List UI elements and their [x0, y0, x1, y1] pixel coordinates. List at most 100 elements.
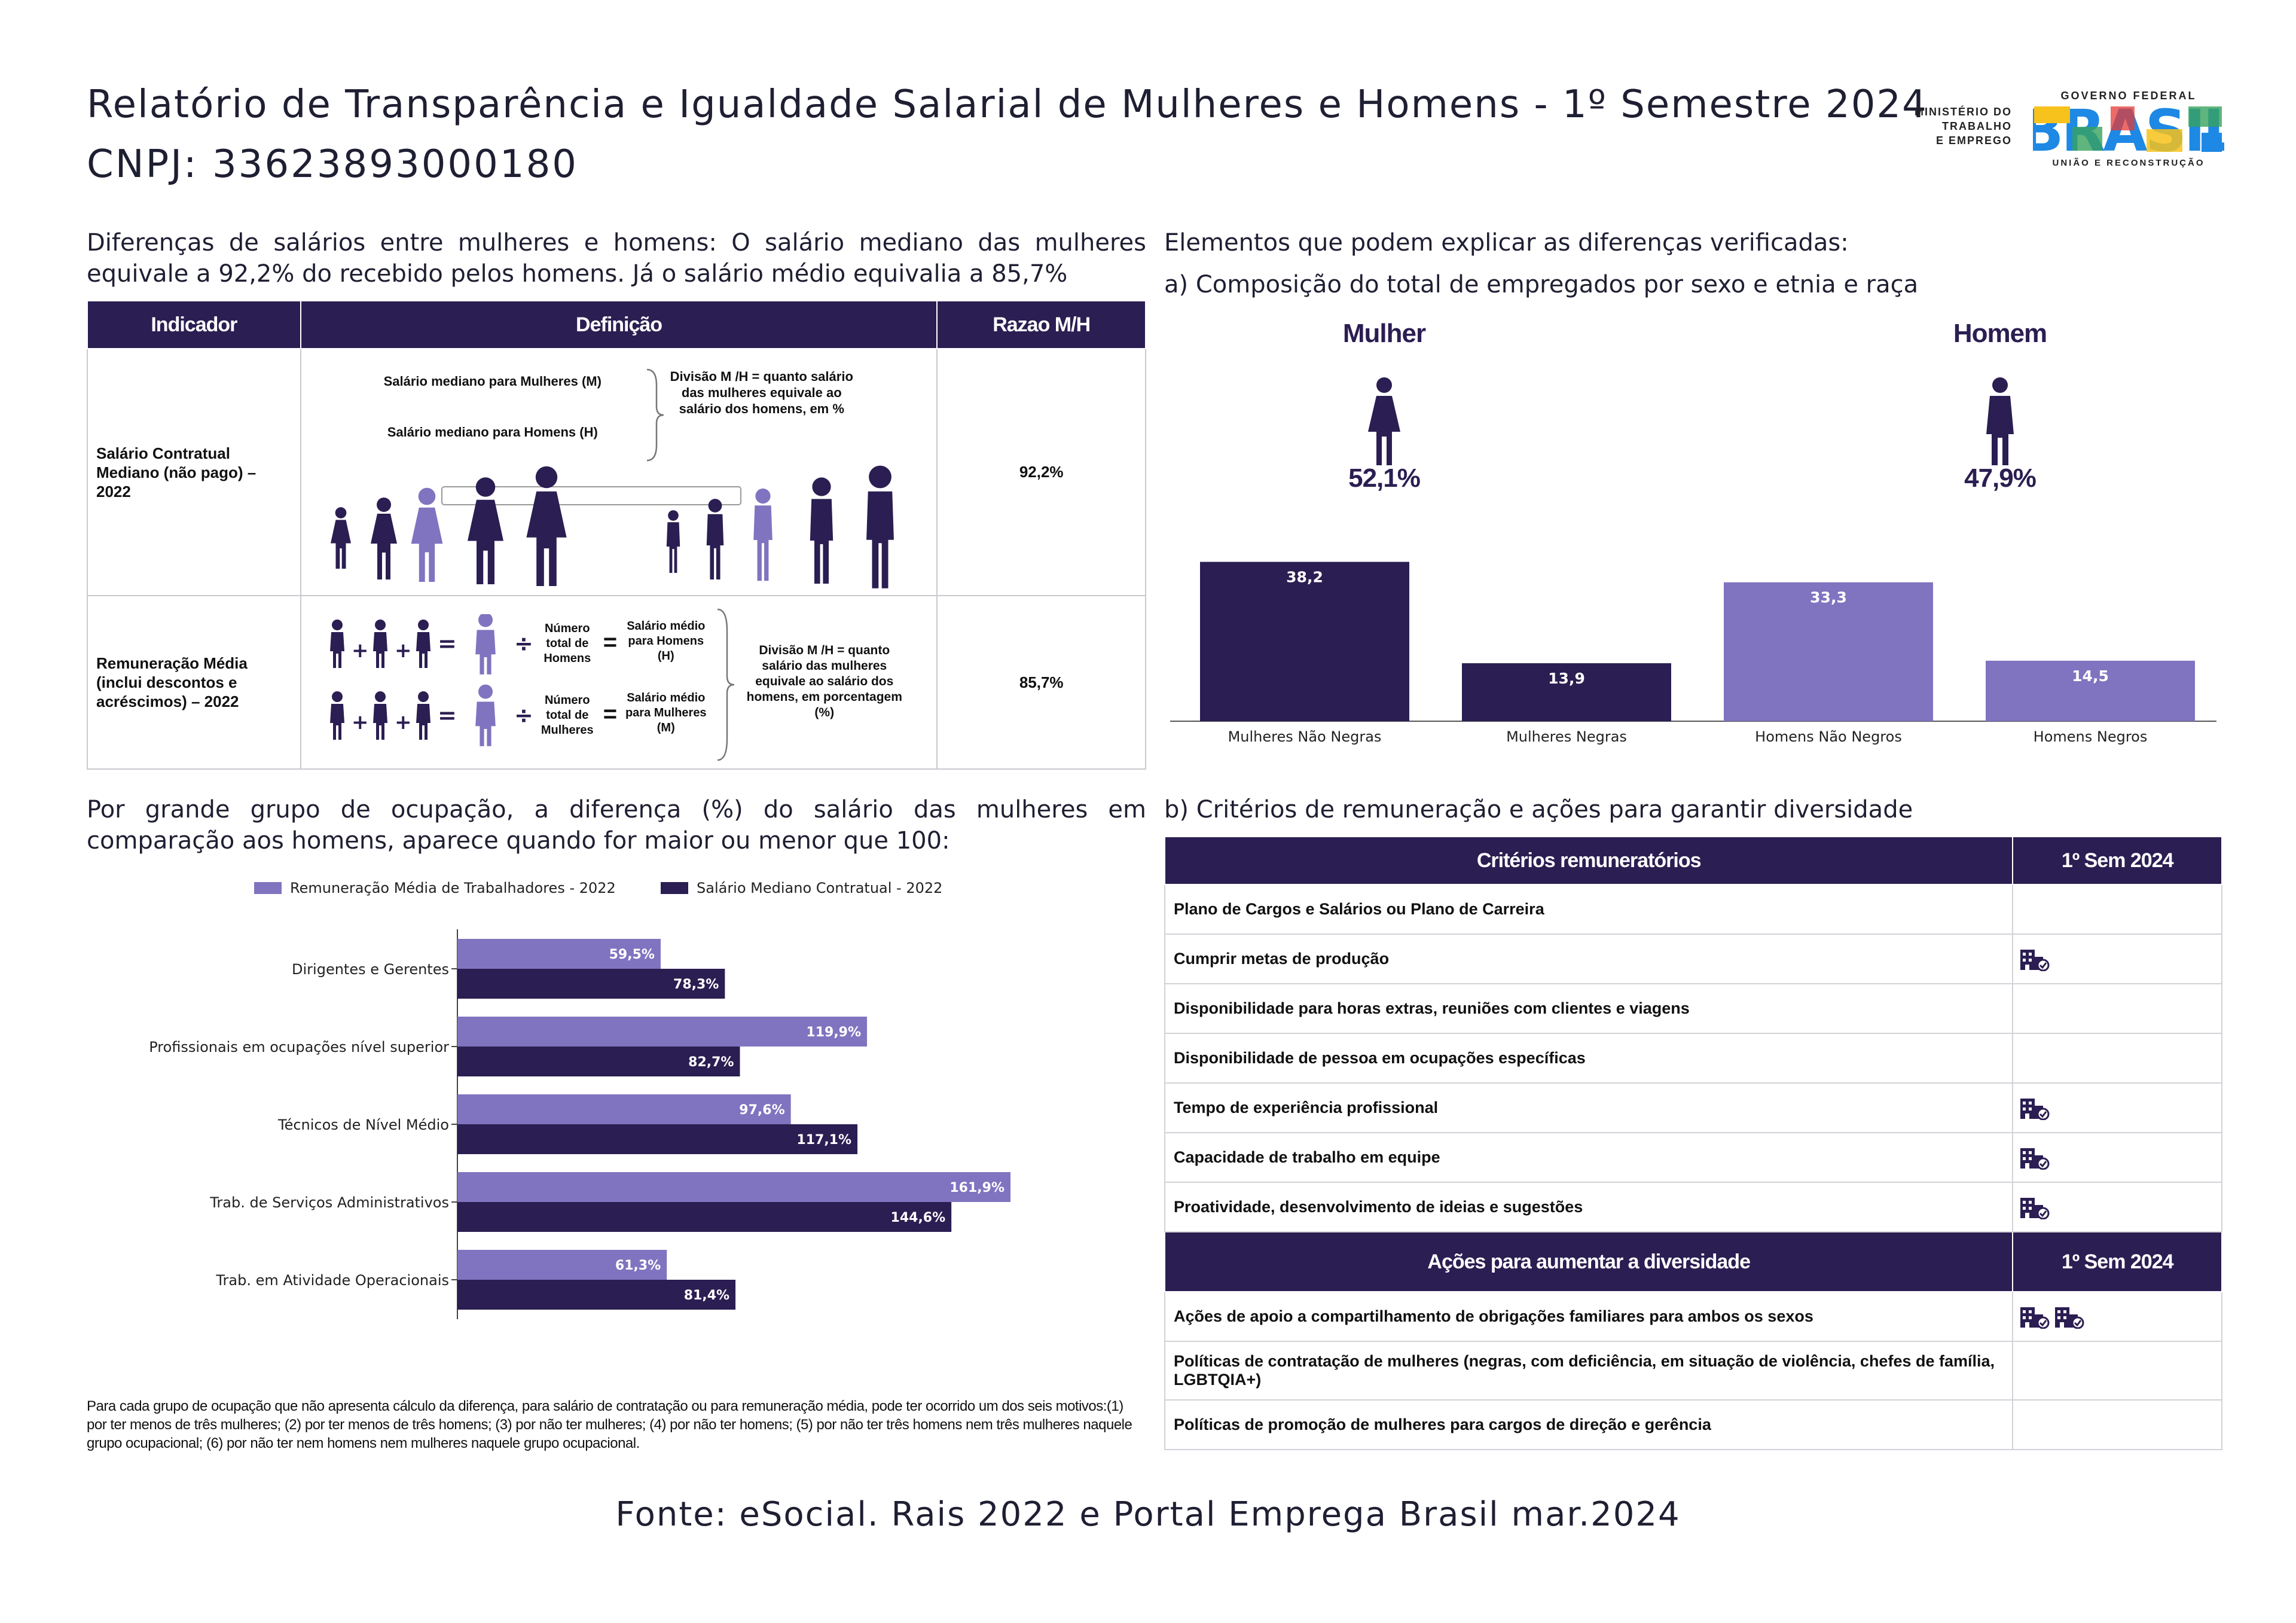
occupation-intro: Por grande grupo de ocupação, a diferenç…: [87, 796, 1146, 855]
criterion-status: [2012, 1033, 2222, 1084]
svg-text:÷: ÷: [514, 702, 533, 728]
source-footer: Fonte: eSocial. Rais 2022 e Portal Empre…: [615, 1495, 1681, 1534]
brace-icon: [646, 368, 664, 462]
bar-value-label: 14,5: [2072, 667, 2109, 685]
legend-label: Remuneração Média de Trabalhadores - 202…: [290, 880, 616, 896]
equals-icon: =: [603, 701, 618, 727]
actions-header: Ações para aumentar a diversidade: [1164, 1231, 2014, 1292]
bar-value-label: 38,2: [1286, 569, 1323, 586]
legend-label: Salário Mediano Contratual - 2022: [697, 880, 942, 896]
def-men-median: Salário mediano para Homens (H): [387, 425, 598, 440]
category-label: Trab. em Atividade Operacionais: [215, 1272, 449, 1289]
svg-text:+: +: [395, 639, 412, 663]
intro-text: Diferenças de salários entre mulheres e …: [87, 229, 1146, 288]
cnpj: CNPJ: 33623893000180: [87, 142, 578, 187]
bar-value-label: 13,9: [1548, 670, 1585, 687]
section-b-title: b) Critérios de remuneração e ações para…: [1164, 796, 1913, 823]
svg-text:=: =: [438, 630, 457, 657]
bar-value-label: 59,5%: [609, 947, 655, 962]
criterion-status: [2012, 1132, 2222, 1183]
category-label: Mulheres Não Negras: [1228, 728, 1382, 745]
bar: [457, 1280, 736, 1310]
gov-logo-bottom: UNIÃO E RECONSTRUÇÃO: [2052, 158, 2205, 168]
bar-value-label: 61,3%: [615, 1258, 661, 1273]
bar: [457, 1094, 791, 1124]
ministry-line: MINISTÉRIO DO: [1914, 106, 2012, 118]
category-label: Dirigentes e Gerentes: [292, 961, 449, 978]
bar-value-label: 119,9%: [806, 1025, 861, 1040]
bar-value-label: 161,9%: [949, 1180, 1004, 1195]
bar: [457, 1250, 667, 1280]
svg-text:=: =: [438, 702, 457, 728]
gov-logo-top: GOVERNO FEDERAL: [2060, 90, 2197, 102]
avg-men: Salário médio para Homens (H): [627, 620, 706, 663]
bar: [457, 1017, 868, 1047]
total-women: Número total de Mulheres: [541, 694, 594, 737]
criteria-table: Critérios remuneratórios 1º Sem 2024 Pla…: [1164, 836, 2222, 1450]
category-label: Profissionais em ocupações nível superio…: [149, 1039, 449, 1055]
col-definicao: Definição: [300, 300, 938, 349]
definition-average: + + = ÷ + + = ÷ Número total de: [300, 595, 938, 770]
table-row: Disponibilidade para horas extras, reuni…: [1164, 983, 2222, 1034]
bar-value-label: 144,6%: [891, 1210, 946, 1225]
footnote: Para cada grupo de ocupação que não apre…: [87, 1398, 1132, 1451]
ratio-average: 85,7%: [936, 595, 1146, 770]
table-row: Plano de Cargos e Salários ou Plano de C…: [1164, 884, 2222, 935]
brace-icon: [717, 608, 734, 761]
company-icon: [2020, 1148, 2050, 1170]
criteria-header: Critérios remuneratórios: [1164, 836, 2014, 885]
svg-text:+: +: [395, 710, 412, 734]
criterion-label: Políticas de contratação de mulheres (ne…: [1164, 1341, 2014, 1401]
section-a-title: a) Composição do total de empregados por…: [1164, 271, 1919, 298]
criterion-status: [2012, 884, 2222, 935]
bar: [457, 939, 661, 969]
table-row: Cumprir metas de produção: [1164, 933, 2222, 984]
bar: [1200, 562, 1409, 721]
svg-text:÷: ÷: [514, 630, 533, 657]
indicator-table: Indicador Definição Razao M/H Salário Co…: [87, 300, 1146, 770]
criterion-status: [2012, 1341, 2222, 1401]
indicator-average: Remuneração Média (inclui descontos e ac…: [87, 595, 301, 770]
def-women-median: Salário mediano para Mulheres (M): [383, 374, 602, 389]
ministry-line: TRABALHO: [1942, 120, 2012, 132]
legend-swatch: [661, 882, 688, 894]
homem-label: Homem: [1953, 319, 2047, 348]
svg-text:+: +: [352, 639, 369, 663]
bar: [1986, 660, 2195, 721]
criterion-label: Disponibilidade para horas extras, reuni…: [1164, 983, 2014, 1034]
table-row: Tempo de experiência profissional: [1164, 1082, 2222, 1133]
def-division-median: Divisão M /H = quanto salário das mulher…: [670, 369, 853, 416]
total-men: Número total de Homens: [544, 622, 591, 665]
category-label: Homens Negros: [2034, 728, 2148, 745]
criterion-status: [2012, 1182, 2222, 1232]
col-razao: Razao M/H: [936, 300, 1146, 349]
criterion-label: Disponibilidade de pessoa em ocupações e…: [1164, 1033, 2014, 1084]
criteria-period-header: 1º Sem 2024: [2012, 836, 2222, 885]
sum-formula-icons: + + = ÷ + + = ÷: [329, 614, 533, 746]
criterion-label: Políticas de promoção de mulheres para c…: [1164, 1399, 2014, 1450]
ministry-logo: MINISTÉRIO DO TRABALHO E EMPREGO: [1866, 105, 2012, 148]
right-heading: Elementos que podem explicar as diferenç…: [1164, 229, 1849, 257]
bar-value-label: 78,3%: [673, 977, 719, 992]
woman-icon: [1368, 377, 1400, 465]
table-row: Políticas de promoção de mulheres para c…: [1164, 1399, 2222, 1450]
svg-text:+: +: [352, 710, 369, 734]
criterion-label: Plano de Cargos e Salários ou Plano de C…: [1164, 884, 2014, 935]
table-row: Políticas de contratação de mulheres (ne…: [1164, 1341, 2222, 1401]
composition-chart: 38,2 Mulheres Não Negras 13,9 Mulheres Negr…: [1170, 562, 2216, 745]
mulher-label: Mulher: [1342, 319, 1426, 348]
category-label: Trab. de Serviços Administrativos: [209, 1194, 449, 1211]
category-label: Homens Não Negros: [1755, 728, 1902, 745]
occupation-chart: Remuneração Média de Trabalhadores - 202…: [149, 880, 1010, 1319]
legend-swatch: [254, 882, 282, 894]
equals-icon: =: [603, 629, 618, 655]
brasil-logo: BRASIL: [2033, 103, 2224, 157]
mulher-pct: 52,1%: [1348, 463, 1421, 493]
criterion-status: [2012, 983, 2222, 1034]
criterion-status: [2012, 1399, 2222, 1450]
bar: [1724, 582, 1933, 721]
bar-value-label: 97,6%: [739, 1103, 784, 1118]
company-icon: [2020, 1098, 2050, 1120]
company-icon: [2020, 1197, 2050, 1219]
bar: [457, 1124, 858, 1154]
